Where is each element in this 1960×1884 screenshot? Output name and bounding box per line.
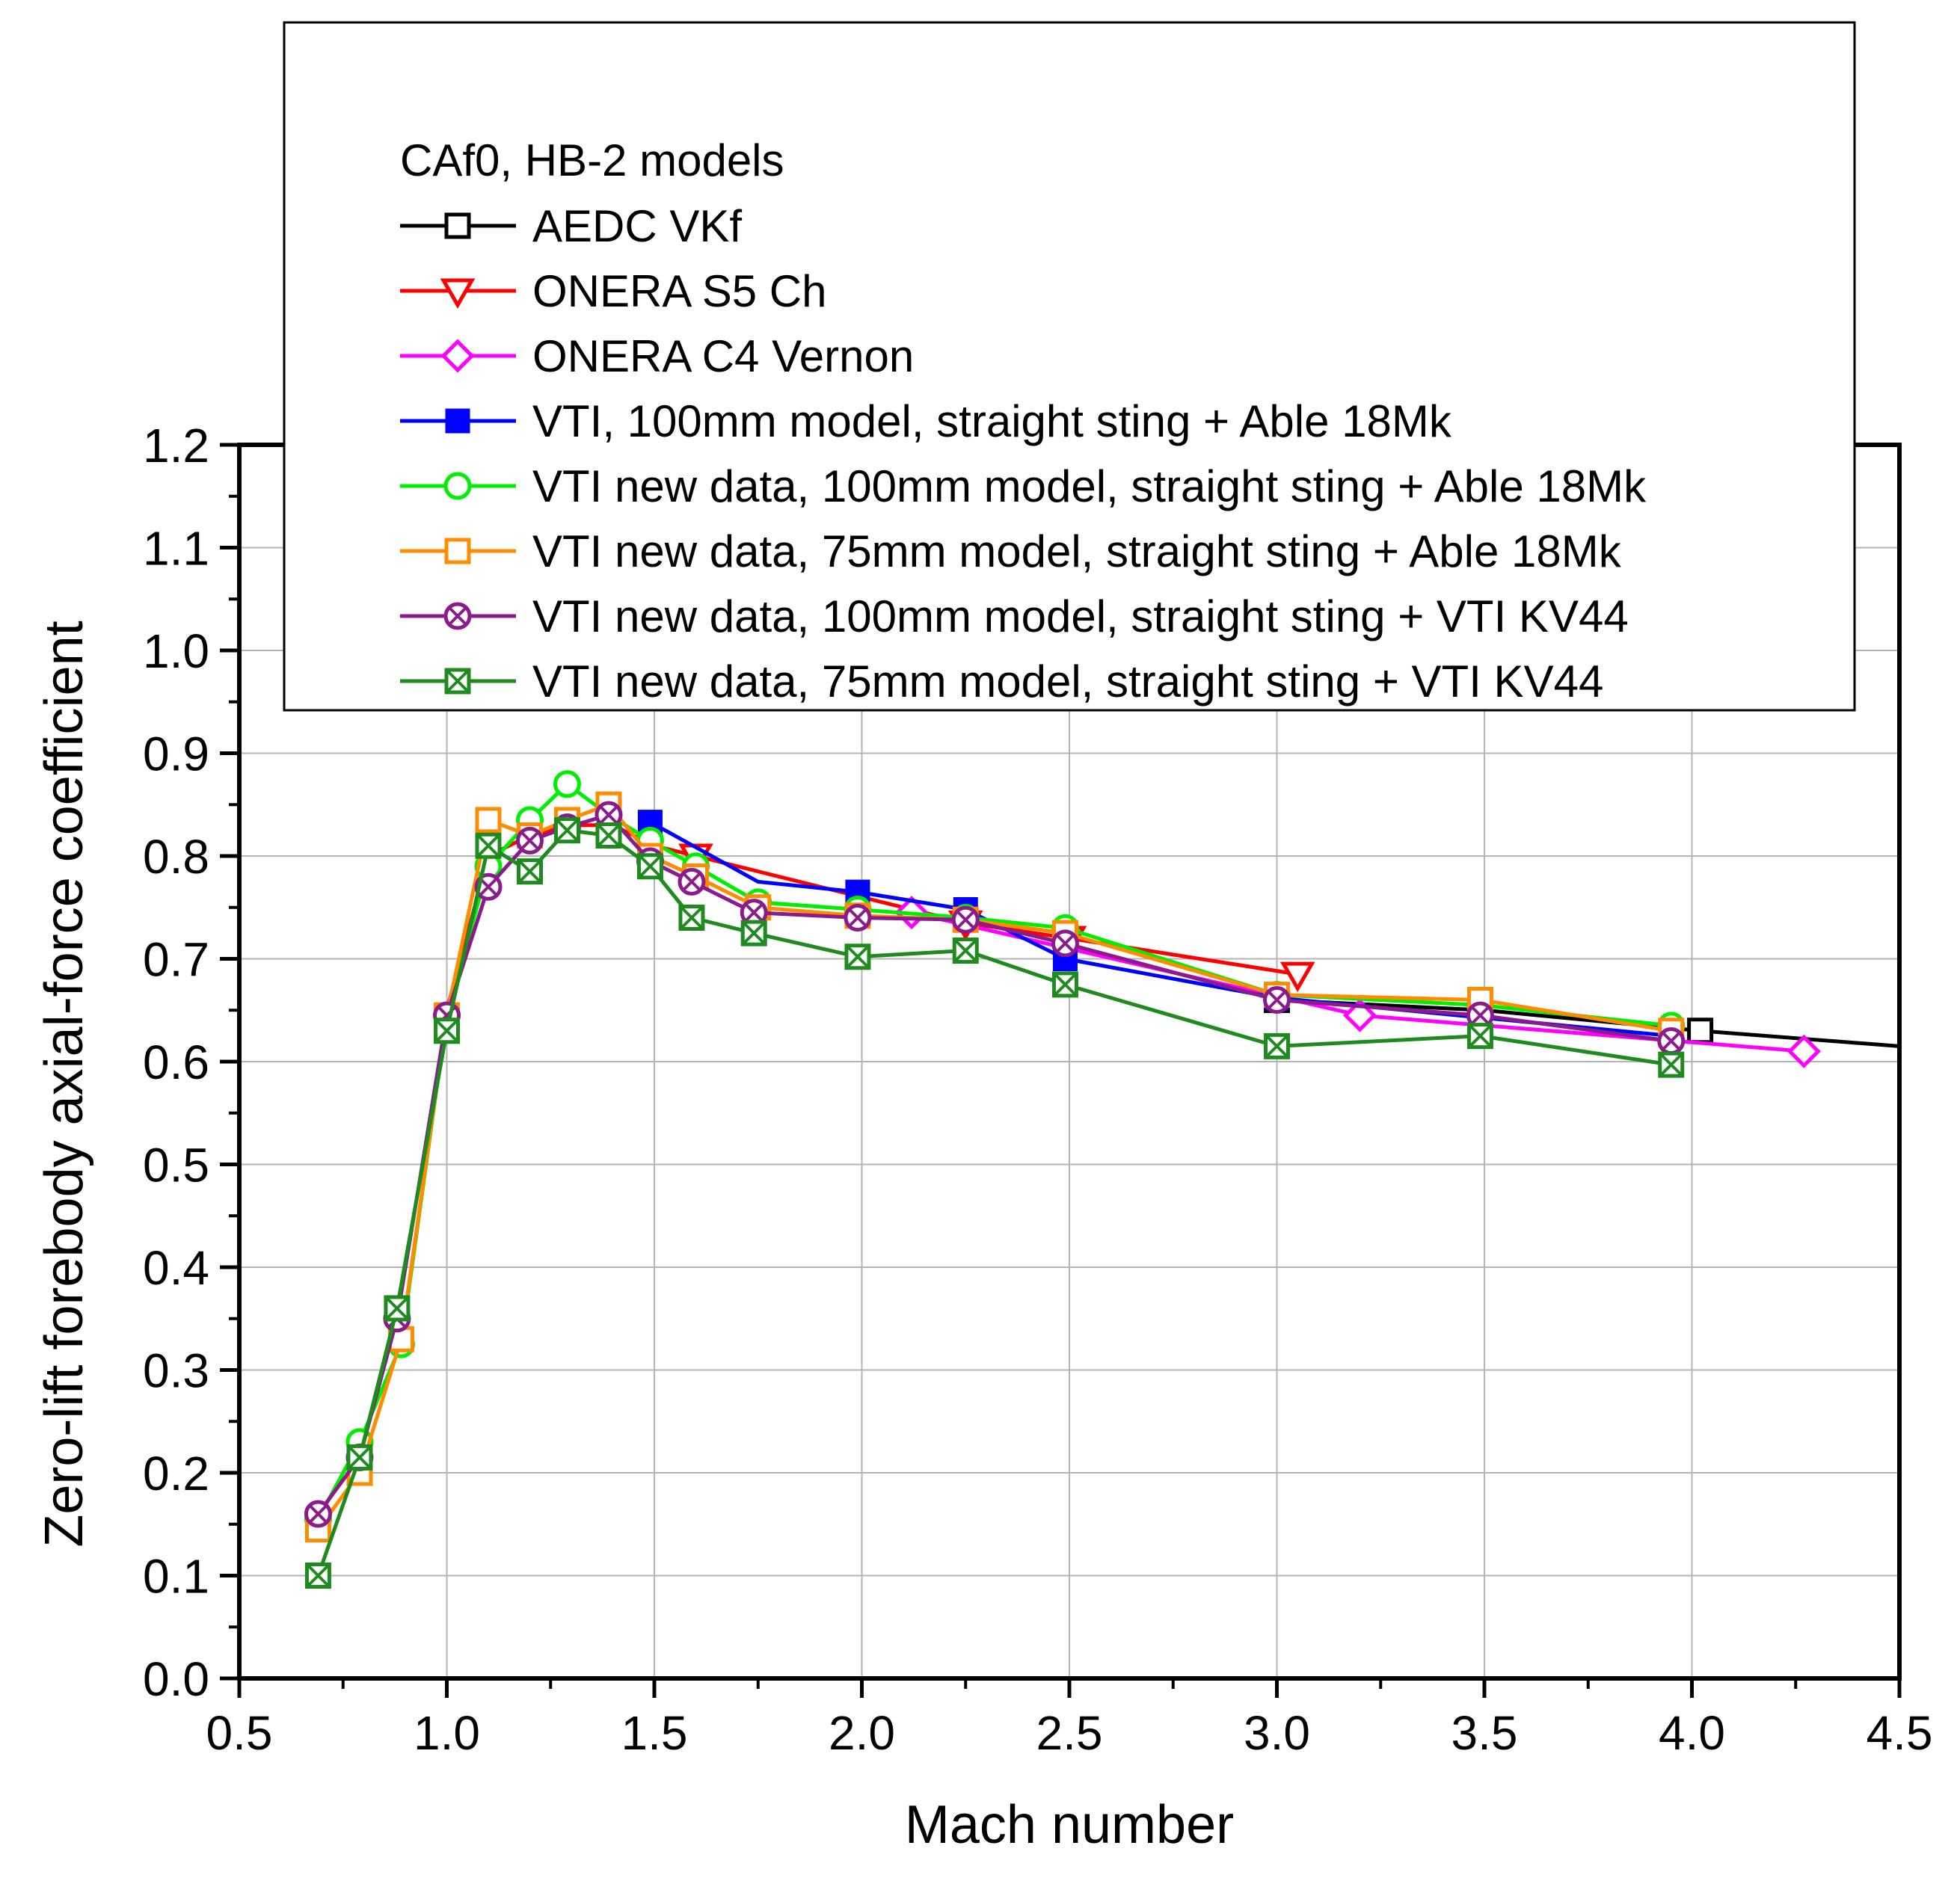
data-point bbox=[304, 1500, 332, 1528]
legend-title: CAf0, HB-2 models bbox=[400, 135, 784, 185]
legend-label: VTI, 100mm model, straight sting + Able … bbox=[532, 396, 1452, 446]
x-tick-label: 1.0 bbox=[414, 1706, 480, 1760]
y-tick-label: 0.2 bbox=[143, 1447, 209, 1500]
legend-item: ONERA C4 Vernon bbox=[400, 331, 914, 381]
legend-label: ONERA S5 Ch bbox=[532, 266, 827, 316]
data-point bbox=[475, 832, 502, 859]
data-point bbox=[1658, 1051, 1685, 1078]
data-point bbox=[678, 905, 705, 931]
legend-item: VTI, 100mm model, straight sting + Able … bbox=[400, 396, 1452, 446]
legend-item: AEDC VKf bbox=[400, 201, 742, 251]
data-point bbox=[304, 1563, 331, 1589]
legend: CAf0, HB-2 models AEDC VKf ONERA S5 Ch ONE… bbox=[283, 21, 1856, 712]
data-point bbox=[1687, 1018, 1714, 1044]
data-point bbox=[346, 1444, 373, 1471]
x-tick-label: 0.5 bbox=[206, 1706, 273, 1760]
y-tick-label: 0.0 bbox=[143, 1652, 209, 1706]
y-tick-label: 0.1 bbox=[143, 1550, 209, 1604]
data-point bbox=[844, 943, 871, 970]
data-point bbox=[951, 905, 980, 934]
x-tick-label: 3.0 bbox=[1244, 1706, 1310, 1760]
data-point bbox=[1051, 929, 1079, 958]
data-point bbox=[516, 826, 544, 855]
y-axis-title: Zero-lift forebody axial-force coefficie… bbox=[34, 621, 94, 1547]
y-tick-label: 0.6 bbox=[143, 1035, 209, 1089]
data-point bbox=[434, 1018, 460, 1044]
x-tick-label: 1.5 bbox=[621, 1706, 688, 1760]
data-point bbox=[636, 853, 663, 880]
y-tick-label: 0.8 bbox=[143, 830, 209, 884]
legend-box bbox=[283, 21, 1856, 712]
y-tick-label: 0.4 bbox=[143, 1241, 209, 1295]
legend-item: VTI new data, 100mm model, straight stin… bbox=[400, 591, 1629, 641]
y-tick-label: 0.5 bbox=[143, 1139, 209, 1192]
legend-marker bbox=[440, 339, 475, 373]
data-point bbox=[475, 807, 502, 834]
legend-marker bbox=[440, 278, 476, 310]
data-point bbox=[517, 858, 543, 885]
legend-item: VTI new data, 75mm model, straight sting… bbox=[400, 656, 1603, 706]
legend-marker bbox=[444, 212, 471, 239]
y-tick-label: 0.3 bbox=[143, 1344, 209, 1398]
legend-label: VTI new data, 75mm model, straight sting… bbox=[532, 526, 1622, 576]
series-8 bbox=[304, 817, 1685, 1589]
data-point bbox=[553, 770, 581, 798]
legend-marker bbox=[445, 408, 470, 434]
legend-item: ONERA S5 Ch bbox=[400, 266, 827, 316]
data-point bbox=[384, 1295, 411, 1322]
data-point bbox=[1279, 961, 1315, 993]
legend-label: AEDC VKf bbox=[532, 201, 742, 251]
data-point bbox=[844, 904, 872, 932]
y-tick-label: 1.2 bbox=[143, 419, 209, 472]
legend-marker bbox=[444, 538, 471, 564]
legend-item: VTI new data, 100mm model, straight stin… bbox=[400, 461, 1647, 511]
data-point bbox=[1466, 1023, 1493, 1050]
y-tick-label: 0.7 bbox=[143, 933, 209, 987]
x-tick-label: 4.5 bbox=[1867, 1706, 1933, 1760]
y-tick-label: 1.1 bbox=[143, 522, 209, 576]
data-point bbox=[1787, 1034, 1821, 1068]
ticks bbox=[220, 443, 1902, 1698]
data-point bbox=[1657, 1027, 1686, 1055]
data-point bbox=[678, 867, 706, 896]
x-tick-label: 3.5 bbox=[1451, 1706, 1518, 1760]
data-point bbox=[1263, 986, 1291, 1014]
x-tick-label: 2.5 bbox=[1036, 1706, 1103, 1760]
x-axis-title: Mach number bbox=[905, 1795, 1234, 1855]
legend-marker bbox=[443, 472, 472, 500]
data-point bbox=[553, 817, 580, 844]
data-point bbox=[595, 822, 622, 849]
legend-label: ONERA C4 Vernon bbox=[532, 331, 914, 381]
x-tick-label: 2.0 bbox=[829, 1706, 895, 1760]
legend-label: VTI new data, 100mm model, straight stin… bbox=[532, 461, 1647, 511]
legend-item: VTI new data, 75mm model, straight sting… bbox=[400, 526, 1622, 576]
data-point bbox=[740, 920, 767, 946]
legend-marker bbox=[444, 668, 471, 695]
y-tick-label: 1.0 bbox=[143, 624, 209, 678]
tick-labels: 0.5 1.0 1.5 2.0 2.5 3.0 3.5 4.0 4.5 0.0 0.1 0.2 0.3 0… bbox=[143, 419, 1932, 1760]
legend-label: VTI new data, 75mm model, straight sting… bbox=[532, 656, 1603, 706]
legend-marker bbox=[443, 602, 472, 630]
series-group bbox=[304, 770, 1900, 1589]
data-point bbox=[1051, 971, 1078, 998]
legend-label: VTI new data, 100mm model, straight stin… bbox=[532, 591, 1629, 641]
data-point bbox=[952, 938, 979, 964]
y-tick-label: 0.9 bbox=[143, 727, 209, 781]
x-tick-label: 4.0 bbox=[1659, 1706, 1725, 1760]
data-point bbox=[1264, 1032, 1290, 1059]
series-line bbox=[1277, 998, 1900, 1048]
